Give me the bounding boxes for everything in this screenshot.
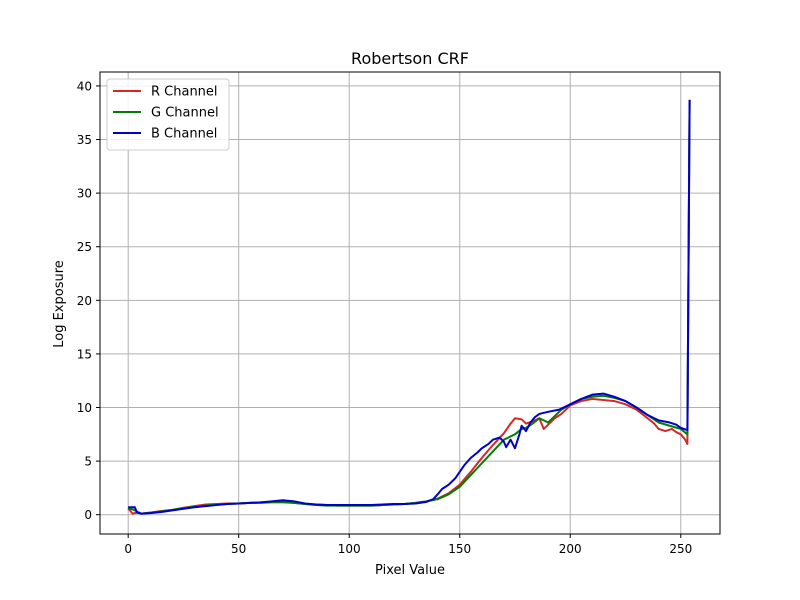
chart-title: Robertson CRF: [351, 49, 469, 68]
y-tick-label: 0: [84, 508, 92, 522]
x-tick-label: 50: [231, 542, 246, 556]
y-tick-label: 15: [77, 347, 92, 361]
legend-label-b-channel: B Channel: [151, 127, 217, 142]
x-tick-label: 250: [669, 542, 692, 556]
plot-frame: [99, 71, 721, 535]
series-line-b-channel: [128, 99, 691, 515]
grid: [100, 72, 720, 534]
series-group: [127, 99, 691, 515]
x-tick-label: 100: [338, 542, 361, 556]
y-tick-label: 30: [77, 187, 92, 201]
legend: R Channel G Channel B Channel: [106, 78, 230, 151]
y-tick-label: 10: [77, 401, 92, 415]
y-tick-label: 20: [77, 294, 92, 308]
legend-label-r-channel: R Channel: [151, 85, 218, 100]
axis-ticks: 0 50 100 150 200 250 0 5 10 15 20 25 30 35 40: [77, 79, 693, 556]
y-tick-label: 40: [77, 79, 92, 93]
y-tick-label: 35: [77, 133, 92, 147]
x-tick-label: 200: [559, 542, 582, 556]
legend-label-g-channel: G Channel: [151, 106, 219, 121]
x-axis-label: Pixel Value: [375, 563, 445, 578]
y-tick-label: 25: [77, 240, 92, 254]
y-tick-label: 5: [84, 455, 92, 469]
x-tick-label: 0: [124, 542, 132, 556]
x-tick-label: 150: [448, 542, 471, 556]
y-axis-label: Log Exposure: [52, 260, 67, 348]
